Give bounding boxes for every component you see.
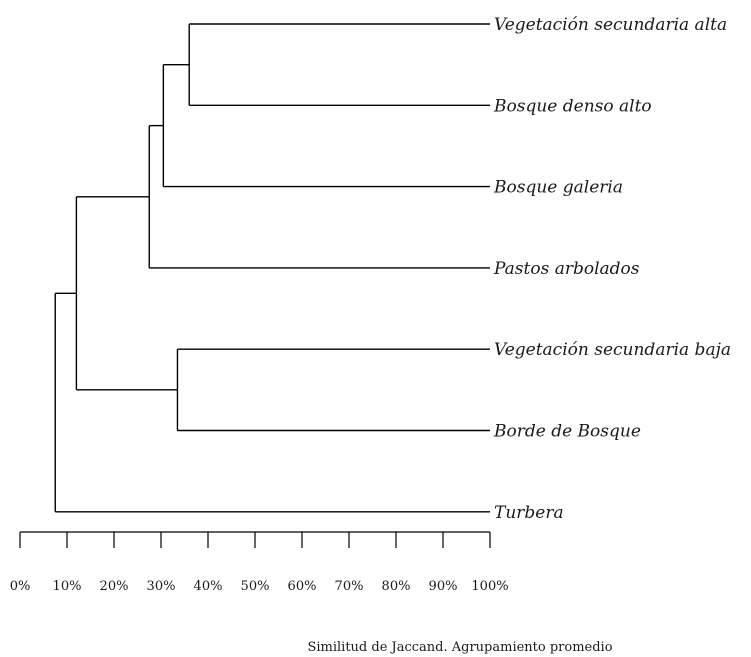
leaf-label-5: Borde de Bosque: [493, 422, 641, 442]
chart-caption: Similitud de Jaccand. Agrupamiento prome…: [307, 640, 612, 655]
x-tick-label-2: 20%: [100, 579, 129, 594]
x-tick-label-7: 70%: [335, 579, 364, 594]
leaf-label-3: Pastos arbolados: [493, 259, 640, 279]
x-tick-label-10: 100%: [471, 579, 508, 594]
leaf-label-2: Bosque galeria: [493, 178, 623, 198]
leaf-label-6: Turbera: [494, 503, 564, 523]
x-tick-label-0: 0%: [10, 579, 31, 594]
leaf-label-4: Vegetación secundaria baja: [494, 340, 731, 360]
x-tick-label-5: 50%: [241, 579, 270, 594]
x-tick-label-9: 90%: [429, 579, 458, 594]
leaf-label-1: Bosque denso alto: [493, 96, 652, 116]
x-tick-label-6: 60%: [288, 579, 317, 594]
leaf-label-0: Vegetación secundaria alta: [494, 15, 727, 35]
x-tick-label-1: 10%: [53, 579, 82, 594]
x-tick-label-4: 40%: [194, 579, 223, 594]
dendrogram-branches: [54, 23, 490, 513]
x-tick-label-8: 80%: [382, 579, 411, 594]
x-axis: 0% 10% 20% 30% 40% 50% 60% 70% 80% 90% 100%: [10, 531, 509, 594]
leaf-labels: Vegetación secundaria alta Bosque denso a…: [493, 15, 731, 523]
x-tick-label-3: 30%: [147, 579, 176, 594]
